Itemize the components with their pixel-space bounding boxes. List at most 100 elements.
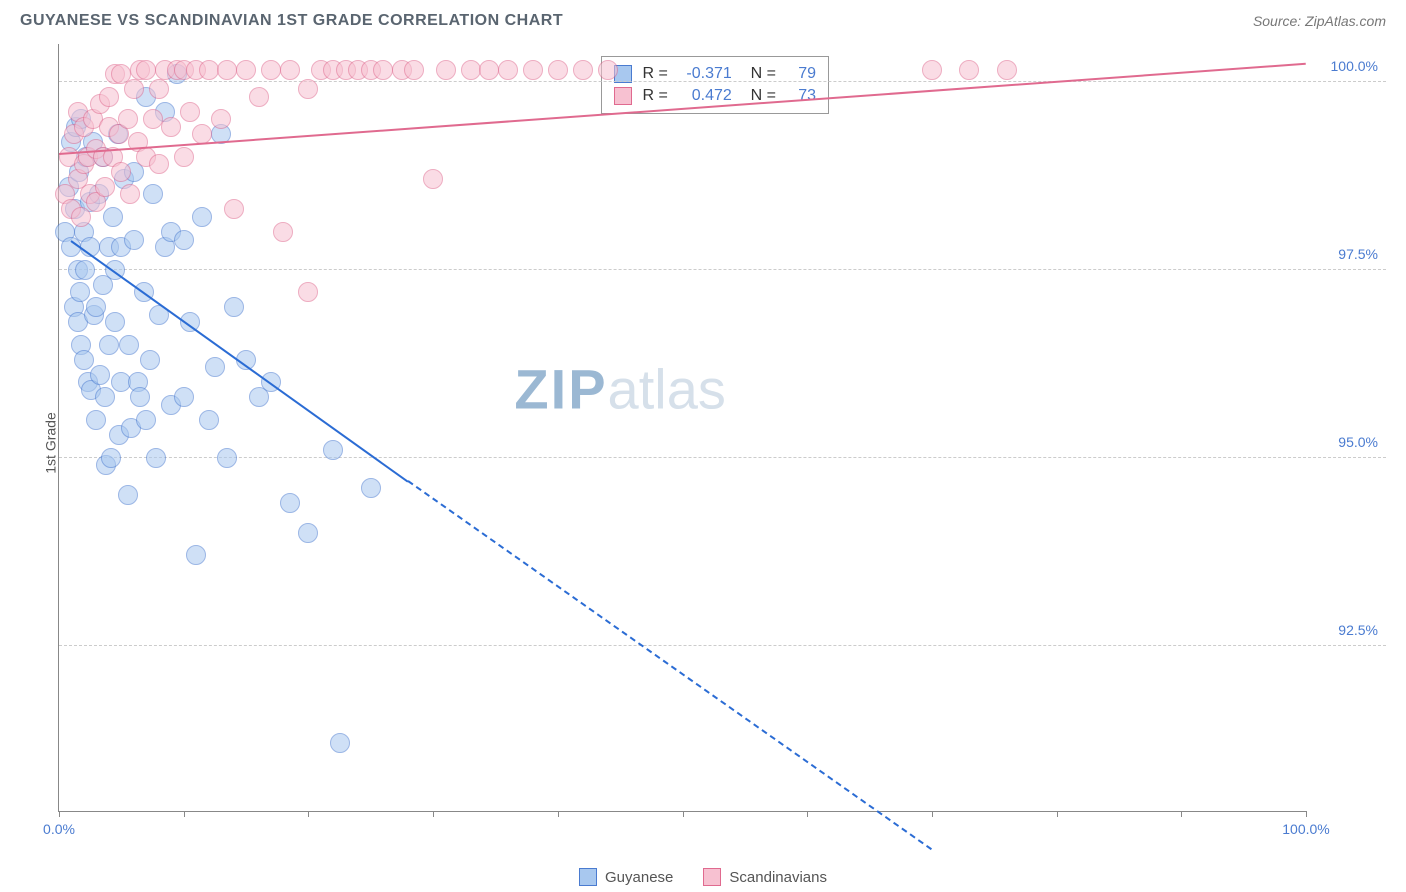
data-point <box>95 387 115 407</box>
data-point <box>140 350 160 370</box>
data-point <box>249 87 269 107</box>
x-tick-label: 0.0% <box>43 821 75 837</box>
data-point <box>99 335 119 355</box>
watermark-zip: ZIP <box>514 358 607 421</box>
chart-container: 1st Grade ZIPatlas R =-0.371 N =79R =0.4… <box>48 44 1386 842</box>
source-attribution: Source: ZipAtlas.com <box>1253 13 1386 29</box>
data-point <box>211 109 231 129</box>
data-point <box>101 448 121 468</box>
data-point <box>461 60 481 80</box>
y-tick-label: 95.0% <box>1338 434 1378 450</box>
gridline-h <box>59 81 1386 82</box>
series-swatch <box>614 87 632 105</box>
data-point <box>373 60 393 80</box>
data-point <box>217 448 237 468</box>
r-value: 0.472 <box>678 87 732 105</box>
watermark: ZIPatlas <box>514 357 725 422</box>
data-point <box>120 184 140 204</box>
data-point <box>130 387 150 407</box>
data-point <box>118 485 138 505</box>
data-point <box>298 282 318 302</box>
data-point <box>573 60 593 80</box>
data-point <box>75 260 95 280</box>
data-point <box>280 493 300 513</box>
data-point <box>95 177 115 197</box>
data-point <box>146 448 166 468</box>
x-tick <box>683 811 684 817</box>
legend-swatch <box>703 868 721 886</box>
y-tick-label: 100.0% <box>1331 58 1378 74</box>
data-point <box>86 297 106 317</box>
data-point <box>261 60 281 80</box>
data-point <box>436 60 456 80</box>
data-point <box>86 410 106 430</box>
x-tick <box>433 811 434 817</box>
x-tick <box>1181 811 1182 817</box>
data-point <box>217 60 237 80</box>
trend-line <box>408 480 933 850</box>
gridline-h <box>59 645 1386 646</box>
gridline-h <box>59 269 1386 270</box>
data-point <box>224 297 244 317</box>
data-point <box>174 387 194 407</box>
data-point <box>479 60 499 80</box>
data-point <box>186 545 206 565</box>
stats-row: R =0.472 N =73 <box>614 85 816 107</box>
data-point <box>136 60 156 80</box>
data-point <box>548 60 568 80</box>
r-label: R = <box>642 87 667 105</box>
data-point <box>105 312 125 332</box>
y-axis-label: 1st Grade <box>43 412 59 473</box>
legend-label: Scandinavians <box>729 869 827 886</box>
watermark-atlas: atlas <box>608 358 726 421</box>
legend-item: Guyanese <box>579 868 673 886</box>
data-point <box>498 60 518 80</box>
data-point <box>149 79 169 99</box>
stats-row: R =-0.371 N =79 <box>614 63 816 85</box>
data-point <box>71 207 91 227</box>
x-tick <box>184 811 185 817</box>
data-point <box>330 733 350 753</box>
x-tick <box>807 811 808 817</box>
data-point <box>174 230 194 250</box>
data-point <box>180 102 200 122</box>
data-point <box>205 357 225 377</box>
data-point <box>598 60 618 80</box>
data-point <box>103 207 123 227</box>
data-point <box>143 109 163 129</box>
data-point <box>361 478 381 498</box>
data-point <box>997 60 1017 80</box>
data-point <box>298 523 318 543</box>
data-point <box>199 60 219 80</box>
chart-title: GUYANESE VS SCANDINAVIAN 1ST GRADE CORRE… <box>20 12 563 30</box>
x-tick <box>1057 811 1058 817</box>
data-point <box>70 282 90 302</box>
data-point <box>404 60 424 80</box>
data-point <box>922 60 942 80</box>
gridline-h <box>59 457 1386 458</box>
x-tick <box>59 811 60 817</box>
n-value: 73 <box>786 87 816 105</box>
data-point <box>423 169 443 189</box>
data-point <box>236 60 256 80</box>
legend: Guyanese Scandinavians <box>0 868 1406 886</box>
data-point <box>124 79 144 99</box>
trend-line <box>71 240 409 482</box>
legend-item: Scandinavians <box>703 868 827 886</box>
data-point <box>959 60 979 80</box>
legend-label: Guyanese <box>605 869 673 886</box>
x-tick <box>558 811 559 817</box>
data-point <box>124 230 144 250</box>
x-tick-label: 100.0% <box>1282 821 1329 837</box>
y-tick-label: 97.5% <box>1338 246 1378 262</box>
data-point <box>192 207 212 227</box>
data-point <box>323 440 343 460</box>
data-point <box>199 410 219 430</box>
x-tick <box>1306 811 1307 817</box>
data-point <box>523 60 543 80</box>
y-tick-label: 92.5% <box>1338 622 1378 638</box>
data-point <box>111 162 131 182</box>
data-point <box>161 117 181 137</box>
x-tick <box>308 811 309 817</box>
data-point <box>149 154 169 174</box>
